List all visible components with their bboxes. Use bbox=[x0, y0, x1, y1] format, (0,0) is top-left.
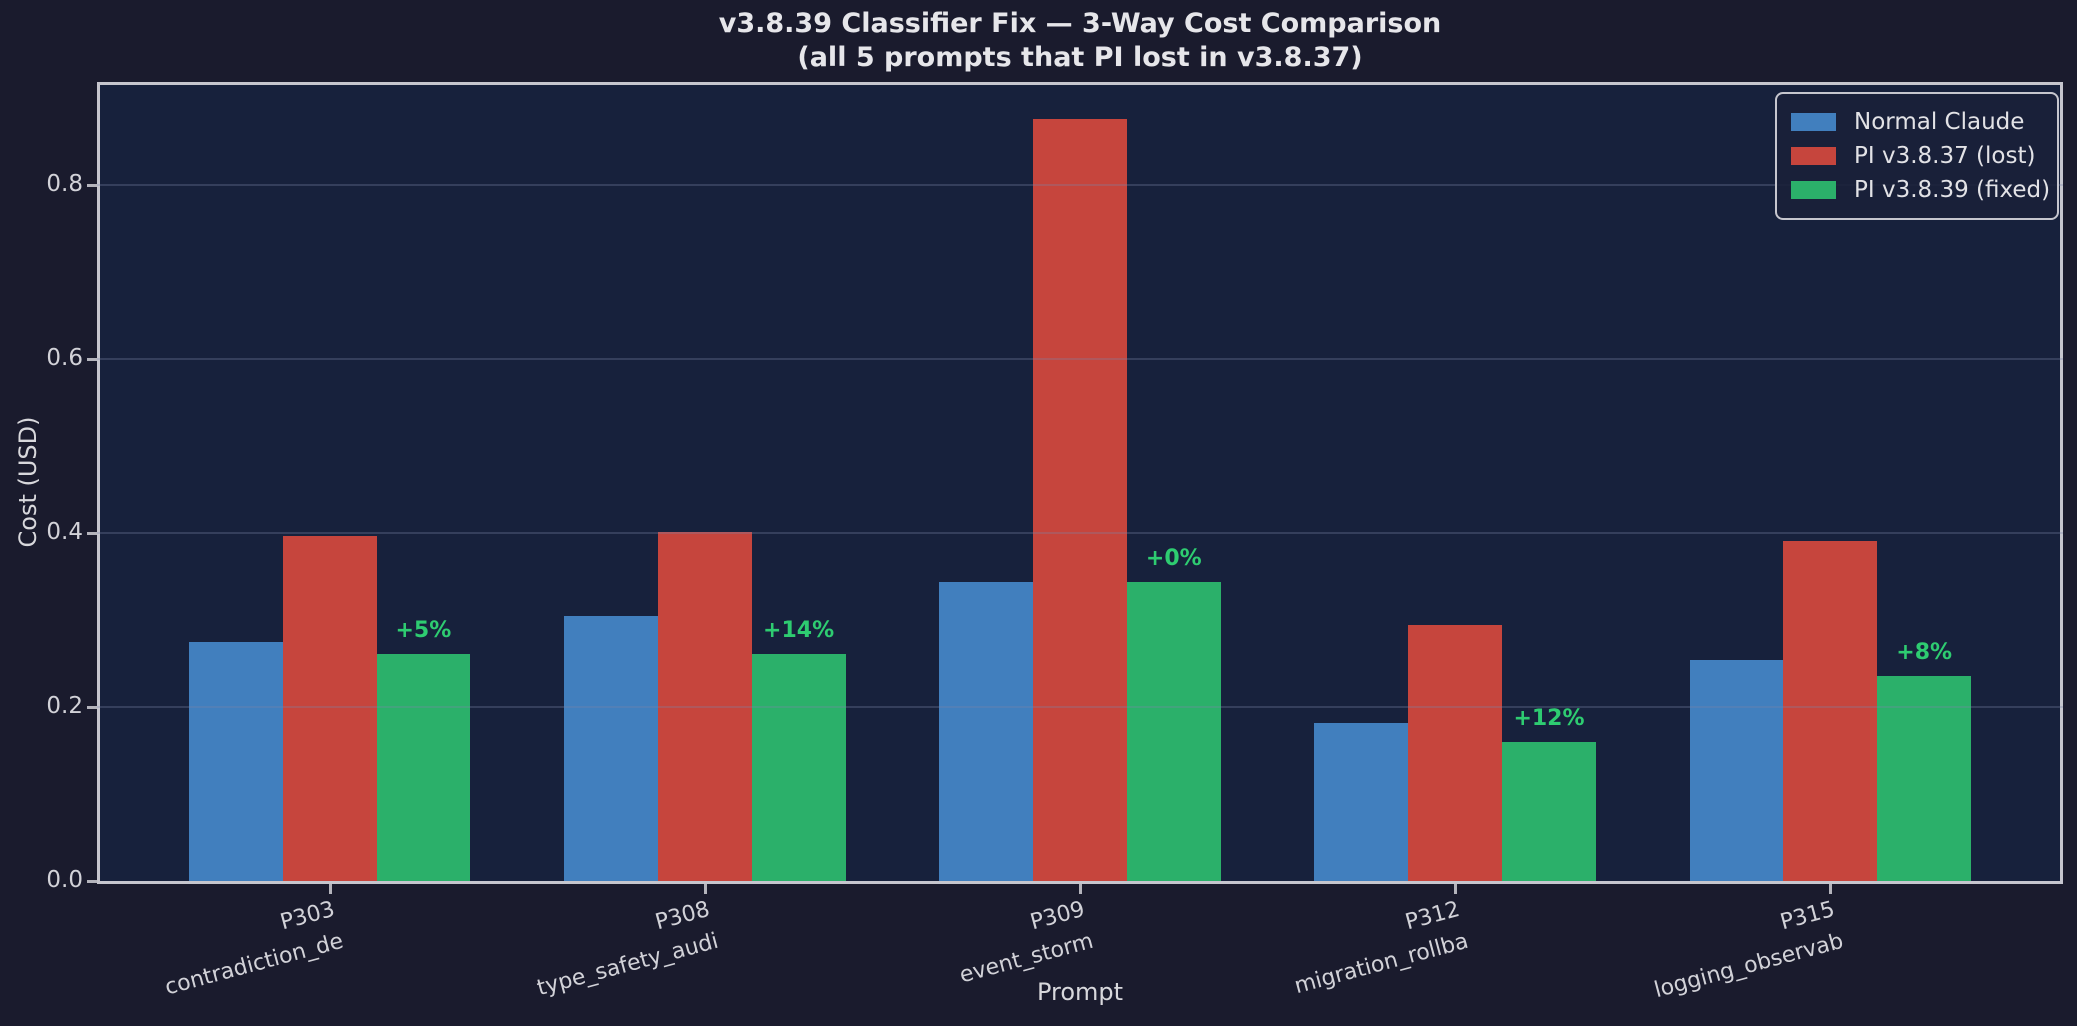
x-tick-mark-p309 bbox=[1079, 884, 1082, 894]
bar-pi-v3-8-39-fixed-p312 bbox=[1502, 741, 1596, 881]
x-tick-label-p303: P303 contradiction_de bbox=[11, 893, 347, 1026]
legend-label-pi-v3-8-39-fixed: PI v3.8.39 (fixed) bbox=[1854, 177, 2051, 203]
y-tick-mark-0.6 bbox=[87, 357, 97, 361]
chart-title: v3.8.39 Classifier Fix — 3-Way Cost Comp… bbox=[718, 8, 1442, 39]
x-tick-label-p309: P309 event_storm bbox=[761, 893, 1097, 1026]
gridline-0.8 bbox=[97, 183, 2063, 186]
bar-pi-v3-8-37-lost-p312 bbox=[1408, 625, 1503, 881]
annotation-savings-p308: +14% bbox=[763, 617, 835, 643]
annotation-savings-p309: +0% bbox=[1145, 546, 1202, 572]
bar-pi-v3-8-37-lost-p309 bbox=[1033, 118, 1127, 881]
bar-normal-claude-p308 bbox=[564, 616, 658, 881]
bar-normal-claude-p312 bbox=[1314, 722, 1409, 881]
x-tick-label-p315: P315 logging_observab bbox=[1512, 893, 1848, 1026]
x-tick-mark-p312 bbox=[1454, 884, 1458, 894]
y-tick-label-0.0: 0.0 bbox=[46, 867, 83, 893]
y-tick-label-0.6: 0.6 bbox=[46, 344, 83, 371]
y-axis-label: Cost (USD) bbox=[14, 416, 42, 548]
y-tick-mark-0.2 bbox=[87, 705, 97, 709]
chart-subtitle: (all 5 prompts that PI lost in v3.8.37) bbox=[797, 42, 1363, 73]
x-axis-label: Prompt bbox=[1036, 978, 1124, 1006]
bar-pi-v3-8-37-lost-p308 bbox=[657, 531, 752, 881]
gridline-0.4 bbox=[97, 531, 2063, 534]
legend-item-pi-v3-8-37-lost: PI v3.8.37 (lost) bbox=[1791, 139, 2043, 173]
x-tick-mark-p303 bbox=[328, 884, 332, 894]
gridline-0.6 bbox=[97, 357, 2063, 360]
annotation-savings-p312: +12% bbox=[1513, 705, 1585, 731]
bar-normal-claude-p315 bbox=[1689, 659, 1784, 881]
bar-pi-v3-8-39-fixed-p315 bbox=[1877, 676, 1972, 881]
y-tick-mark-0.4 bbox=[87, 531, 97, 535]
annotation-savings-p303: +5% bbox=[395, 617, 452, 643]
legend-swatch-pi-v3-8-39-fixed bbox=[1791, 181, 1836, 199]
legend: Normal Claude PI v3.8.37 (lost) PI v3.8.39… bbox=[1775, 92, 2059, 220]
annotation-savings-p315: +8% bbox=[1896, 640, 1953, 666]
x-tick-label-p308: P308 type_safety_audi bbox=[386, 893, 722, 1026]
legend-swatch-pi-v3-8-37-lost bbox=[1791, 147, 1836, 165]
bar-pi-v3-8-39-fixed-p303 bbox=[376, 653, 471, 881]
legend-item-normal-claude: Normal Claude bbox=[1791, 105, 2043, 139]
legend-item-pi-v3-8-39-fixed: PI v3.8.39 (fixed) bbox=[1791, 173, 2050, 207]
bar-pi-v3-8-37-lost-p315 bbox=[1783, 540, 1878, 881]
gridline-0.2 bbox=[97, 705, 2063, 708]
x-tick-label-p312: P312 migration_rollba bbox=[1136, 893, 1472, 1026]
x-tick-mark-p308 bbox=[703, 884, 707, 894]
bar-pi-v3-8-37-lost-p303 bbox=[282, 536, 377, 881]
chart-title-block: v3.8.39 Classifier Fix — 3-Way Cost Comp… bbox=[97, 7, 2063, 75]
y-tick-label-0.4: 0.4 bbox=[46, 518, 83, 545]
legend-label-normal-claude: Normal Claude bbox=[1854, 109, 2025, 135]
bar-normal-claude-p309 bbox=[939, 581, 1034, 881]
x-tick-mark-p315 bbox=[1829, 884, 1833, 894]
bar-normal-claude-p303 bbox=[188, 641, 283, 881]
bar-pi-v3-8-39-fixed-p309 bbox=[1126, 582, 1221, 881]
legend-swatch-normal-claude bbox=[1791, 113, 1836, 131]
y-tick-mark-0.0 bbox=[87, 880, 97, 883]
legend-label-pi-v3-8-37-lost: PI v3.8.37 (lost) bbox=[1854, 143, 2036, 169]
y-tick-label-0.8: 0.8 bbox=[46, 170, 83, 197]
y-tick-mark-0.8 bbox=[87, 183, 97, 187]
bar-pi-v3-8-39-fixed-p308 bbox=[751, 653, 846, 881]
y-tick-label-0.2: 0.2 bbox=[46, 692, 83, 719]
